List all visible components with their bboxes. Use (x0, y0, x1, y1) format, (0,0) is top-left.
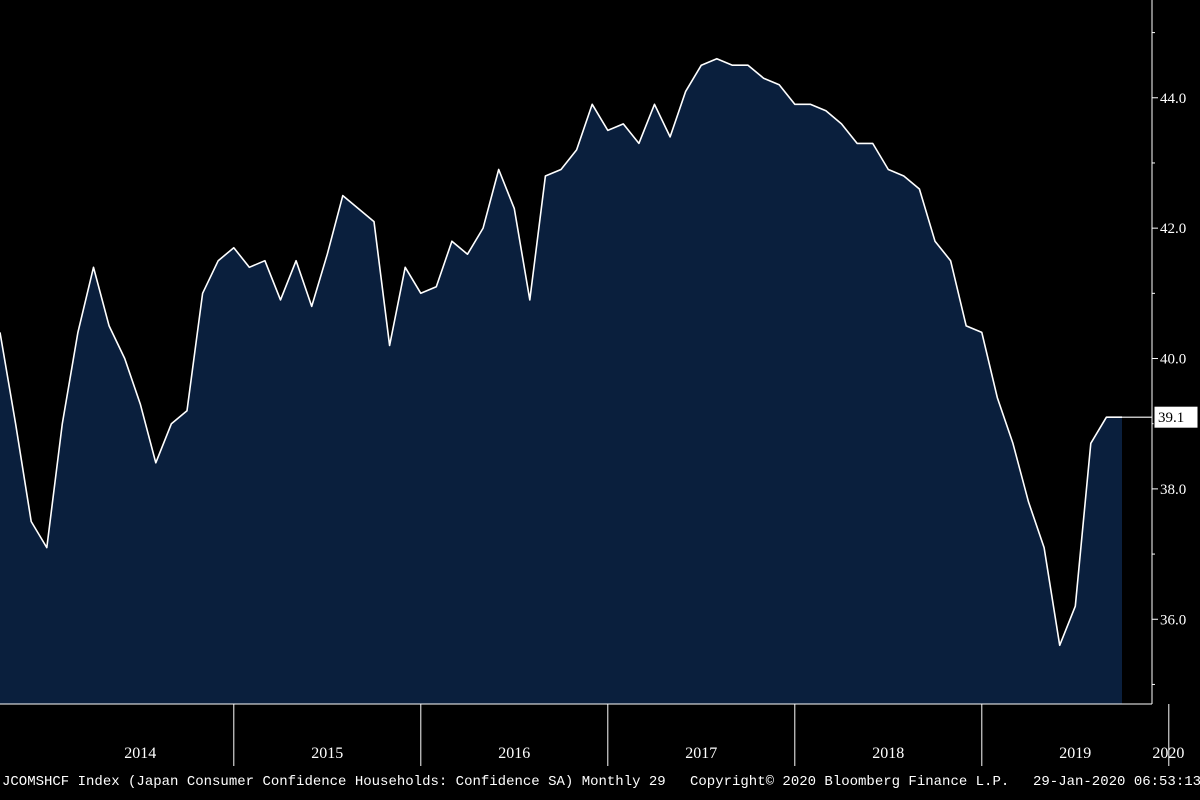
x-year-label: 2017 (685, 745, 717, 762)
last-value-label: 39.1 (1158, 410, 1184, 426)
footer-copyright: Copyright© 2020 Bloomberg Finance L.P. (690, 774, 1010, 790)
y-tick-label: 36.0 (1160, 612, 1186, 628)
series-area (0, 58, 1122, 704)
footer-timestamp: 29-Jan-2020 06:53:13 (1033, 774, 1200, 790)
y-tick-label: 42.0 (1160, 221, 1186, 237)
series-line (0, 57, 1122, 647)
x-year-label: 2016 (498, 745, 530, 762)
plot-area (0, 57, 1122, 704)
y-tick-label: 44.0 (1160, 91, 1186, 107)
x-year-label: 2014 (124, 745, 156, 762)
last-value-box (1153, 405, 1199, 429)
x-axis: 2014 2015 2016 2017 2018 2019 2020 (0, 703, 1184, 766)
x-year-label: 2018 (872, 745, 904, 762)
x-year-label: 2015 (311, 745, 343, 762)
y-axis: 36.0 38.0 40.0 42.0 44.0 39.1 (1122, 0, 1199, 704)
chart-footer: JCOMSHCF Index (Japan Consumer Confidenc… (0, 770, 1200, 800)
footer-index-description: JCOMSHCF Index (Japan Consumer Confidenc… (2, 774, 666, 790)
x-year-label: 2019 (1059, 745, 1091, 762)
x-year-label: 2020 (1152, 745, 1184, 762)
y-tick-label: 38.0 (1160, 482, 1186, 498)
y-tick-label: 40.0 (1160, 352, 1186, 368)
